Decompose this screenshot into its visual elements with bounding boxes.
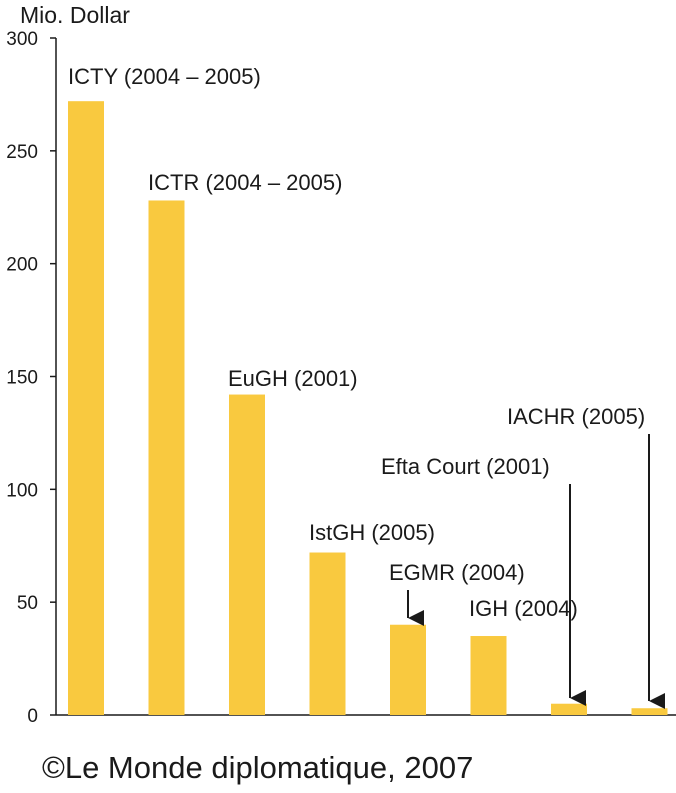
bar-label: Efta Court (2001) [381,454,550,479]
bar-label: IstGH (2005) [309,520,435,545]
y-tick-label: 100 [6,480,38,501]
bar-chart: 0 50 100 150 200 250 300 ICTY (2004 – 2005) ICT… [6,29,676,727]
bar [551,703,587,715]
bar [470,636,507,715]
bar-label: EuGH (2001) [228,366,358,391]
bar [631,708,668,715]
bar-label: ICTY (2004 – 2005) [68,64,261,89]
bar [68,101,104,716]
y-tick-label: 300 [6,29,38,50]
credit-line: ©Le Monde diplomatique, 2007 [42,750,474,785]
y-tick-label: 250 [6,142,38,163]
bar [229,394,265,715]
bar-label: ICTR (2004 – 2005) [148,170,342,195]
y-tick-label: 150 [6,368,38,389]
y-tick-label: 0 [27,706,38,727]
y-axis-label: Mio. Dollar [20,2,130,28]
bar-label: IGH (2004) [469,596,578,621]
y-tick-label: 50 [17,593,38,614]
bar-label: IACHR (2005) [507,404,645,429]
bar [390,624,426,715]
bar-label: EGMR (2004) [389,560,525,585]
bar [148,200,185,716]
bar [309,552,346,715]
y-tick-label: 200 [6,255,38,276]
